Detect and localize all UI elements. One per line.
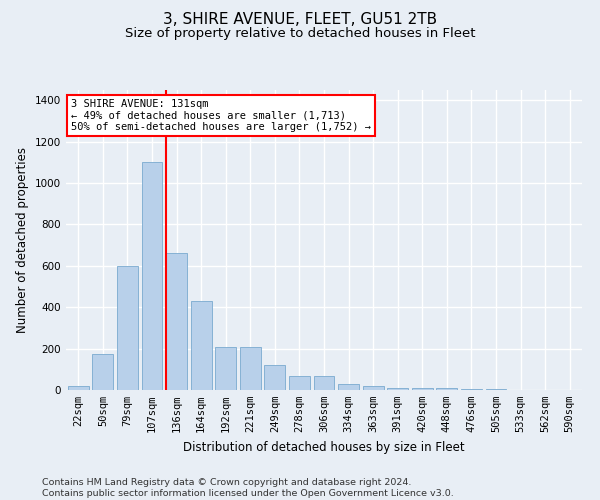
Y-axis label: Number of detached properties: Number of detached properties (16, 147, 29, 333)
Bar (142, 162, 163, 390)
Bar (338, 384, 359, 390)
Text: Size of property relative to detached houses in Fleet: Size of property relative to detached ho… (125, 28, 475, 40)
Bar (240, 346, 261, 390)
Bar (68, 386, 89, 390)
Bar (117, 266, 138, 390)
Bar (314, 376, 334, 390)
X-axis label: Distribution of detached houses by size in Fleet: Distribution of detached houses by size … (183, 440, 465, 454)
Bar (92, 354, 113, 390)
Bar (215, 346, 236, 390)
Bar (436, 388, 457, 390)
Text: Contains HM Land Registry data © Crown copyright and database right 2024.
Contai: Contains HM Land Registry data © Crown c… (42, 478, 454, 498)
Bar (265, 365, 286, 390)
Bar (191, 301, 212, 390)
Text: 3, SHIRE AVENUE, FLEET, GU51 2TB: 3, SHIRE AVENUE, FLEET, GU51 2TB (163, 12, 437, 28)
Text: 3 SHIRE AVENUE: 131sqm
← 49% of detached houses are smaller (1,713)
50% of semi-: 3 SHIRE AVENUE: 131sqm ← 49% of detached… (71, 99, 371, 132)
Bar (461, 389, 482, 390)
Bar (289, 376, 310, 390)
Bar (166, 254, 187, 390)
Bar (362, 386, 383, 390)
Bar (412, 388, 433, 390)
Bar (387, 388, 408, 390)
